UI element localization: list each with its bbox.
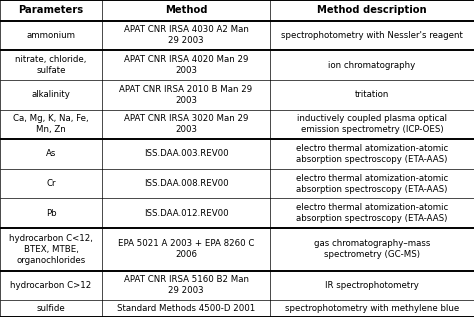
Text: Method description: Method description [317,5,427,15]
Text: Pb: Pb [46,209,56,218]
Text: APAT CNR IRSA 2010 B Man 29
2003: APAT CNR IRSA 2010 B Man 29 2003 [119,85,253,105]
Text: hydrocarbon C>12: hydrocarbon C>12 [10,281,91,290]
Text: ammonium: ammonium [27,31,75,40]
Text: ISS.DAA.003.REV00: ISS.DAA.003.REV00 [144,150,228,158]
Text: hydrocarbon C<12,
BTEX, MTBE,
organochlorides: hydrocarbon C<12, BTEX, MTBE, organochlo… [9,234,93,265]
Text: APAT CNR IRSA 4030 A2 Man
29 2003: APAT CNR IRSA 4030 A2 Man 29 2003 [124,25,248,45]
Text: ISS.DAA.008.REV00: ISS.DAA.008.REV00 [144,179,228,188]
Text: ISS.DAA.012.REV00: ISS.DAA.012.REV00 [144,209,228,218]
Text: spectrophotometry with methylene blue: spectrophotometry with methylene blue [285,304,459,313]
Text: APAT CNR IRSA 4020 Man 29
2003: APAT CNR IRSA 4020 Man 29 2003 [124,55,248,75]
Text: electro thermal atomization-atomic
absorption spectroscopy (ETA-AAS): electro thermal atomization-atomic absor… [296,203,448,223]
Text: alkalinity: alkalinity [31,90,71,99]
Text: sulfide: sulfide [36,304,65,313]
Text: gas chromatography–mass
spectrometry (GC-MS): gas chromatography–mass spectrometry (GC… [314,239,430,259]
Text: nitrate, chloride,
sulfate: nitrate, chloride, sulfate [15,55,87,75]
Text: APAT CNR IRSA 5160 B2 Man
29 2003: APAT CNR IRSA 5160 B2 Man 29 2003 [124,275,248,295]
Text: spectrophotometry with Nessler's reagent: spectrophotometry with Nessler's reagent [281,31,463,40]
Text: Standard Methods 4500-D 2001: Standard Methods 4500-D 2001 [117,304,255,313]
Text: Cr: Cr [46,179,56,188]
Text: Ca, Mg, K, Na, Fe,
Mn, Zn: Ca, Mg, K, Na, Fe, Mn, Zn [13,114,89,134]
Text: ion chromatography: ion chromatography [328,61,416,69]
Text: IR spectrophotometry: IR spectrophotometry [325,281,419,290]
Text: tritation: tritation [355,90,389,99]
Text: As: As [46,150,56,158]
Text: Method: Method [165,5,207,15]
Text: APAT CNR IRSA 3020 Man 29
2003: APAT CNR IRSA 3020 Man 29 2003 [124,114,248,134]
Text: Parameters: Parameters [18,5,83,15]
Text: electro thermal atomization-atomic
absorption spectroscopy (ETA-AAS): electro thermal atomization-atomic absor… [296,174,448,194]
Text: electro thermal atomization-atomic
absorption spectroscopy (ETA-AAS): electro thermal atomization-atomic absor… [296,144,448,164]
Text: EPA 5021 A 2003 + EPA 8260 C
2006: EPA 5021 A 2003 + EPA 8260 C 2006 [118,239,254,259]
Text: inductively coupled plasma optical
emission spectrometry (ICP-OES): inductively coupled plasma optical emiss… [297,114,447,134]
